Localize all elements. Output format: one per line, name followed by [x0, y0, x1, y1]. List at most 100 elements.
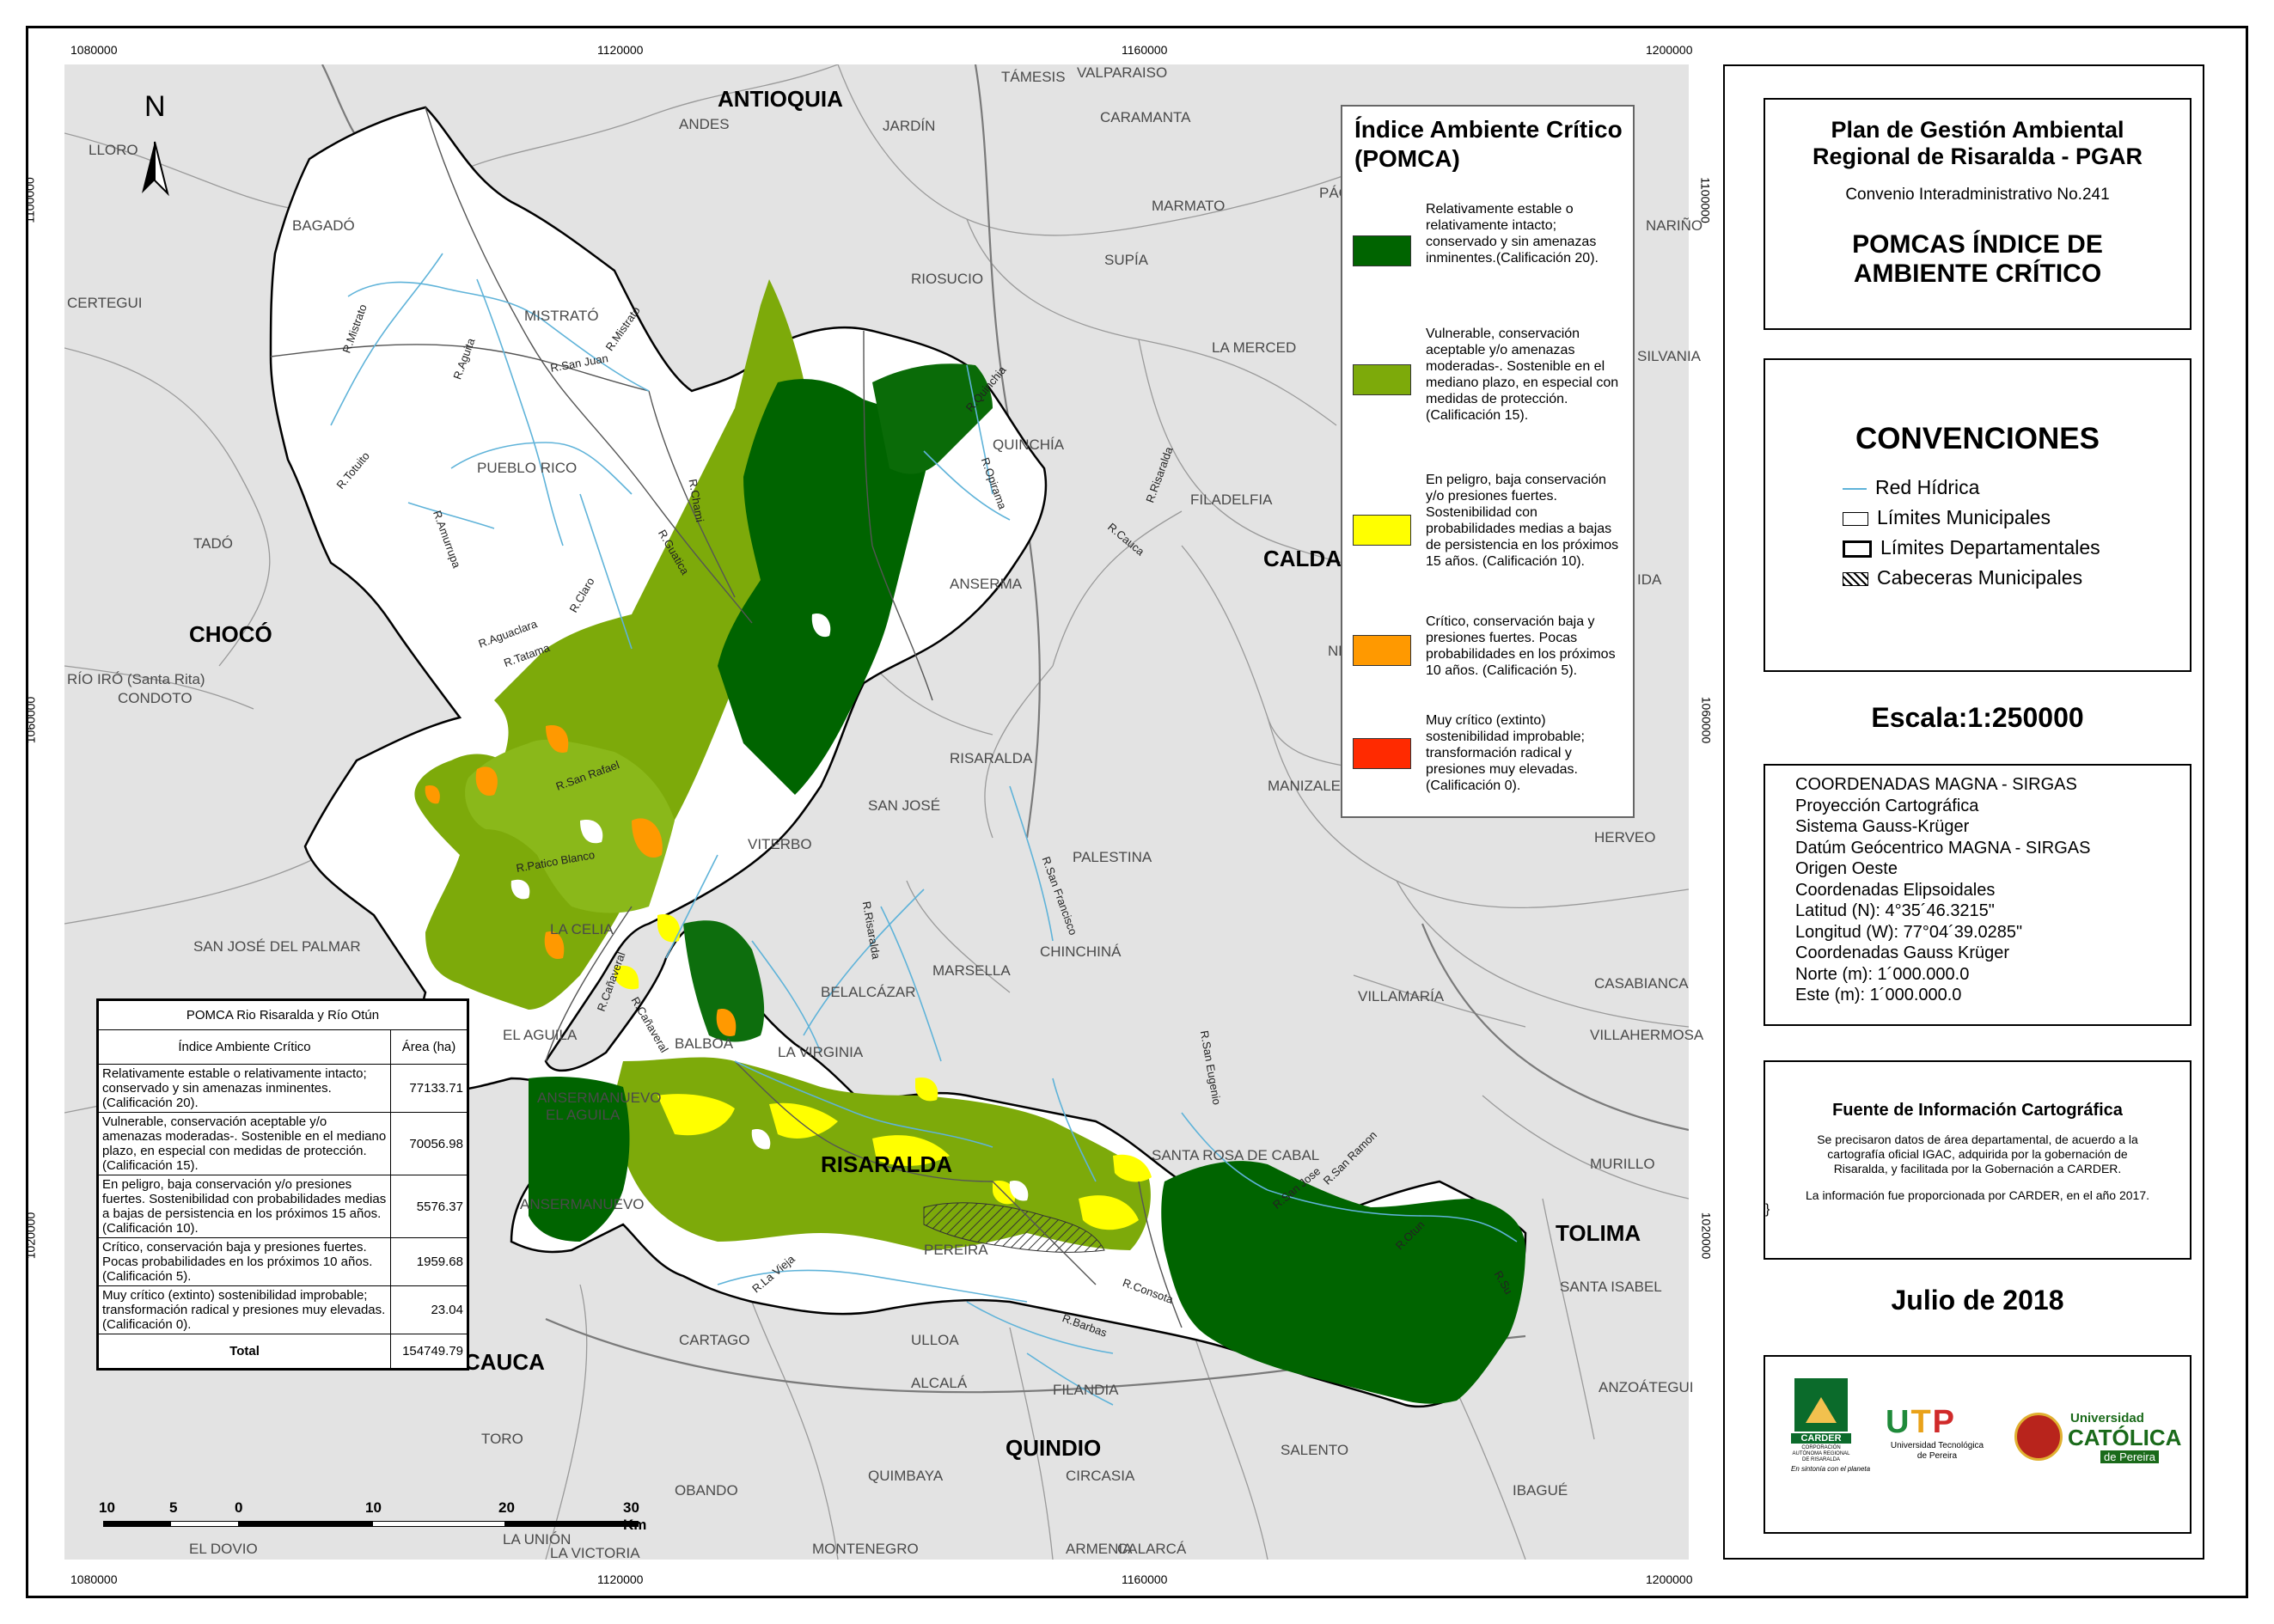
legend-swatch-light-green [1353, 364, 1411, 395]
table-row: Relativamente estable o relativamente in… [98, 1064, 468, 1113]
mun-obando: OBANDO [675, 1482, 738, 1499]
mun-filandia: FILANDIA [1053, 1382, 1119, 1398]
river-network [330, 253, 1518, 1406]
legend-swatch-yellow [1353, 515, 1411, 546]
carder-motto: En sintonía con el planeta [1791, 1465, 1871, 1473]
coords-line: COORDENADAS MAGNA - SIRGAS [1795, 775, 2077, 794]
coords-line: Longitud (W): 77°04´39.0285" [1795, 922, 2023, 942]
mun-la-union: LA UNIÓN [503, 1531, 572, 1548]
scale-segment [372, 1521, 505, 1527]
orange-patches [425, 725, 737, 1036]
ucp-line-2: CATÓLICA [2068, 1425, 2182, 1450]
area-table: POMCA Rio Risaralda y Río Otún Índice Am… [96, 998, 469, 1371]
mun-la-virginia: LA VIRGINIA [778, 1044, 864, 1060]
mun-salento: SALENTO [1281, 1442, 1349, 1458]
mun-montenegro: MONTENEGRO [812, 1541, 919, 1557]
dark-green-zone-otun [1161, 1161, 1525, 1404]
ucp-logo: Universidad CATÓLICA de Pereira [2014, 1411, 2186, 1464]
mun-viterbo: VITERBO [748, 836, 812, 852]
mun-marsella: MARSELLA [932, 962, 1011, 979]
legend-text-15: Vulnerable, conservación aceptable y/o a… [1426, 327, 1619, 423]
utp-mark: UTP [1886, 1404, 1957, 1440]
mun-valparaiso: VALPARAISO [1077, 64, 1168, 81]
table-row-value: 70056.98 [390, 1112, 468, 1175]
mun-anserma: ANSERMA [950, 576, 1023, 592]
mun-villahermosa: VILLAHERMOSA [1590, 1027, 1704, 1043]
mun-casabianca: CASABIANCA [1594, 975, 1689, 992]
mun-la-victoria: LA VICTORIA [550, 1545, 640, 1561]
coord-right-3: 1020000 [1699, 1212, 1714, 1260]
coord-right-2: 1060000 [1699, 696, 1714, 744]
dept-cauca: CAUCA [464, 1349, 545, 1375]
scale-label: 10 [99, 1499, 115, 1516]
logos-box: CARDER CORPORACIÓN AUTÓNOMA REGIONAL DE … [1764, 1355, 2191, 1534]
mun-villamaria: VILLAMARÍA [1358, 988, 1445, 1004]
mun-belalcazar: BELALCÁZAR [821, 984, 916, 1000]
mun-pueblo-rico: PUEBLO RICO [477, 460, 578, 476]
mun-palestina: PALESTINA [1073, 849, 1152, 865]
mun-pereira: PEREIRA [924, 1242, 988, 1258]
table-row-value: 1959.68 [390, 1237, 468, 1286]
table-row: Muy crítico (extinto) sostenibilidad imp… [98, 1285, 468, 1334]
mun-supia: SUPÍA [1104, 252, 1149, 268]
coord-top-3: 1160000 [1122, 43, 1168, 57]
utp-sub: Universidad Tecnológica de Pereira [1890, 1441, 1984, 1461]
mun-manizales: MANIZALES [1268, 778, 1351, 794]
mun-tado: TADÓ [193, 535, 233, 552]
table-title: POMCA Rio Risaralda y Río Otún [98, 1000, 468, 1030]
dark-green-zone-risaralda-strip [683, 920, 765, 1042]
map-area[interactable]: N ANTIOQUIA CHOCÓ CALDA RISARALDA TOLIMA… [64, 64, 1703, 1561]
convention-limites-municipales: Límites Municipales [1843, 506, 2051, 529]
mun-filadelfia: FILADELFIA [1190, 491, 1273, 508]
coord-top-4: 1200000 [1646, 43, 1693, 57]
carder-label: CARDER [1791, 1433, 1851, 1444]
table-row-label: Relativamente estable o relativamente in… [98, 1064, 391, 1113]
mun-lloro: LLORO [89, 142, 138, 158]
coordinates-box: COORDENADAS MAGNA - SIRGAS Proyección Ca… [1764, 764, 2191, 1026]
unclassified-holes [510, 614, 1029, 1201]
scale-label: 30 Km [623, 1499, 646, 1533]
mun-la-merced: LA MERCED [1212, 339, 1297, 356]
coord-left-1: 1100000 [22, 177, 37, 223]
mun-quinchia: QUINCHÍA [993, 437, 1065, 453]
mun-ulloa: ULLOA [911, 1332, 959, 1348]
source-text-2: La información fue proporcionada por CAR… [1805, 1188, 2150, 1202]
table-row-label: Vulnerable, conservación aceptable y/o a… [98, 1112, 391, 1175]
mun-risaralda: RISARALDA [950, 750, 1033, 766]
mun-jardin: JARDÍN [883, 118, 936, 134]
legend-title: Índice Ambiente Crítico (POMCA) [1354, 116, 1623, 172]
table-row-label: Crítico, conservación baja y presiones f… [98, 1237, 391, 1286]
scale-label: 10 [365, 1499, 382, 1516]
table-row: Vulnerable, conservación aceptable y/o a… [98, 1112, 468, 1175]
mun-santa-rosa: SANTA ROSA DE CABAL [1152, 1147, 1320, 1163]
mun-caramanta: CARAMANTA [1100, 109, 1191, 125]
ucp-line-3: de Pereira [2100, 1450, 2159, 1463]
table-total-label: Total [98, 1334, 391, 1369]
legend-item-0: Muy crítico (extinto) sostenibilidad imp… [1353, 712, 1626, 807]
legend-box: Índice Ambiente Crítico (POMCA) Relativa… [1341, 105, 1635, 818]
table-row-label: Muy crítico (extinto) sostenibilidad imp… [98, 1285, 391, 1334]
coord-top-1: 1080000 [70, 43, 118, 57]
mun-marmato: MARMATO [1152, 198, 1226, 214]
legend-text-0: Muy crítico (extinto) sostenibilidad imp… [1426, 713, 1585, 793]
coords-line: Coordenadas Gauss Krüger [1795, 943, 2010, 962]
table-header-index: Índice Ambiente Crítico [98, 1029, 391, 1065]
table-total-value: 154749.79 [390, 1334, 468, 1369]
table-row-label: En peligro, baja conservación y/o presio… [98, 1175, 391, 1238]
mun-condoto: CONDOTO [118, 690, 193, 706]
title-box: Plan de Gestión Ambiental Regional de Ri… [1764, 98, 2191, 330]
dark-green-quinchia [872, 363, 993, 474]
source-text: Se precisaron datos de área departamenta… [1817, 1133, 2138, 1175]
yellow-patches [614, 914, 1152, 1230]
mun-murillo: MURILLO [1590, 1156, 1655, 1172]
coord-top-2: 1120000 [597, 43, 644, 57]
scale-segment [505, 1521, 639, 1527]
scale-segment [103, 1521, 170, 1527]
scale-label: 20 [498, 1499, 515, 1516]
coords-line: Origen Oeste [1795, 859, 1898, 878]
utp-logo: UTP UTP Universidad Tecnológica de Perei… [1886, 1404, 1989, 1462]
table-row: Crítico, conservación baja y presiones f… [98, 1237, 468, 1286]
mun-herveo: HERVEO [1594, 829, 1656, 846]
coord-left-3: 1020000 [23, 1212, 38, 1260]
convenio: Convenio Interadministrativo No.241 [1845, 186, 2110, 204]
